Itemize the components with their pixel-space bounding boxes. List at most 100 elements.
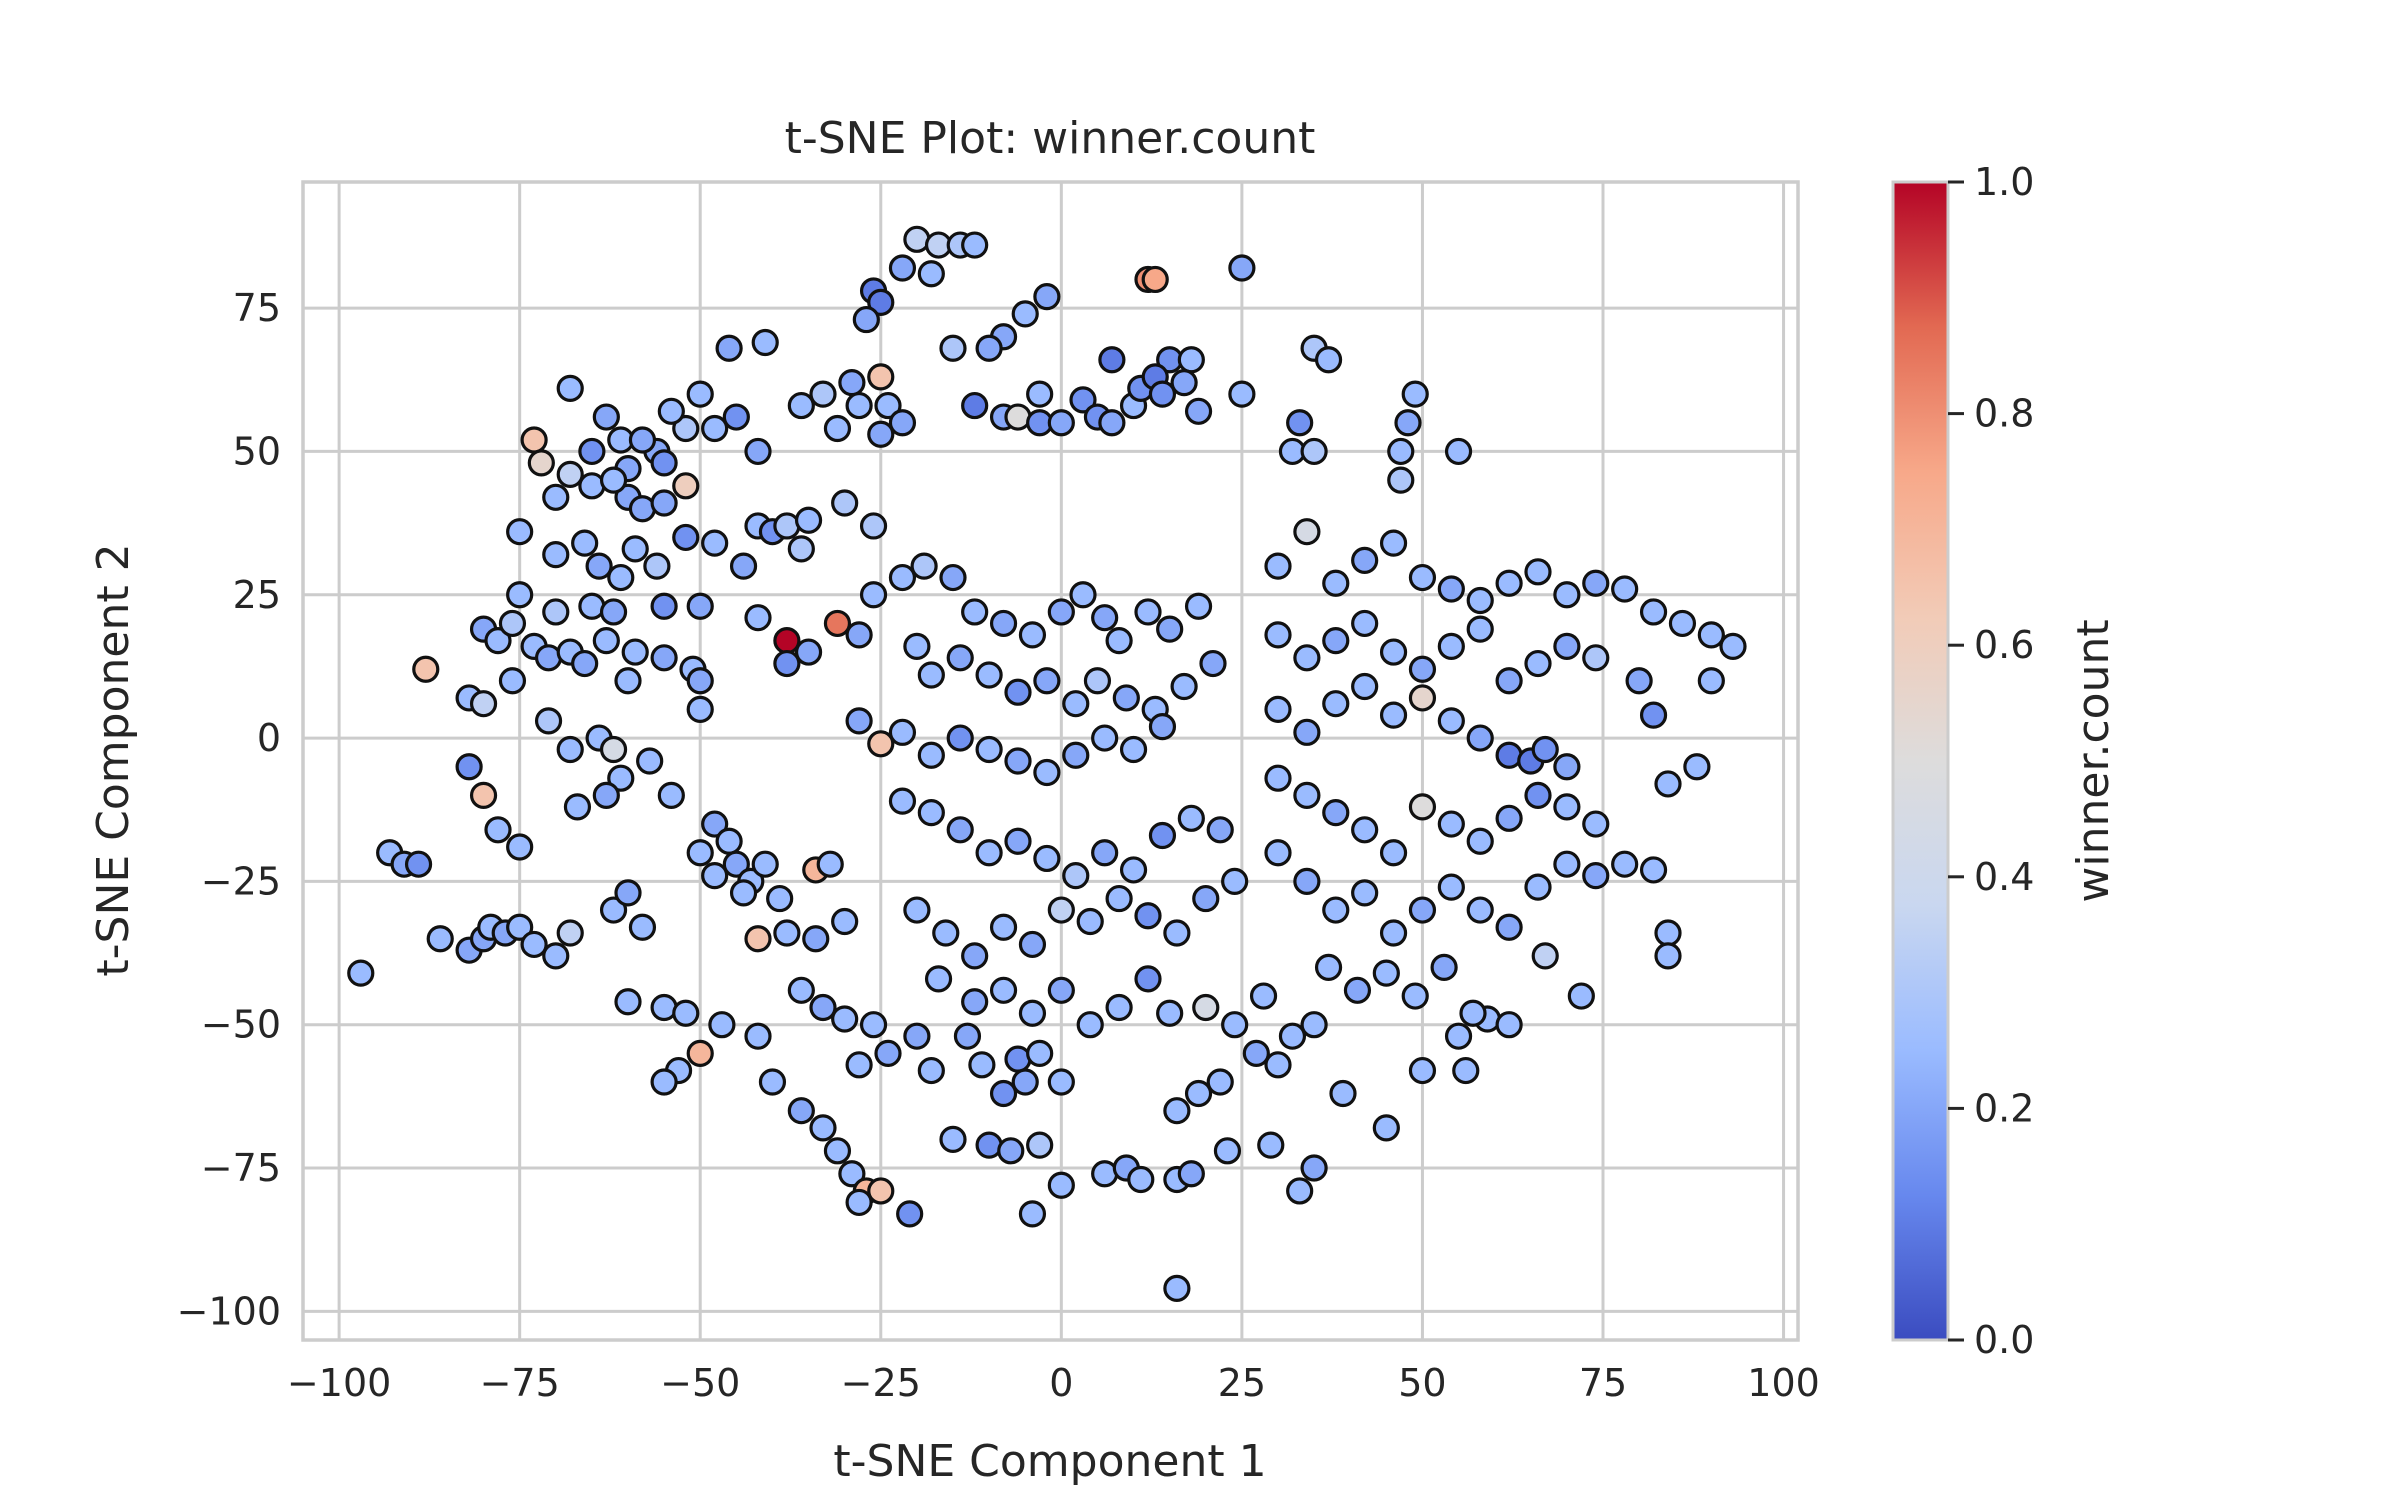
scatter-point	[1098, 346, 1126, 374]
scatter-point	[1379, 919, 1408, 947]
x-tick-label: −75	[480, 1361, 560, 1405]
scatter-point	[946, 816, 974, 844]
scatter-point	[1611, 575, 1639, 603]
scatter-point	[1293, 718, 1321, 746]
scatter-point	[845, 1188, 873, 1217]
scatter-point	[1221, 867, 1249, 895]
scatter-point	[787, 1097, 815, 1125]
scatter-point	[1437, 575, 1465, 603]
scatter-point	[1156, 615, 1184, 643]
scatter-point	[686, 839, 714, 867]
scatter-point	[1314, 346, 1343, 374]
scatter-point	[1437, 810, 1465, 838]
scatter-point	[867, 1177, 895, 1205]
scatter-point	[1047, 976, 1075, 1004]
scatter-point	[1401, 380, 1429, 408]
scatter-point	[708, 1011, 736, 1039]
scatter-point	[542, 598, 570, 626]
x-tick-label: 100	[1747, 1361, 1820, 1405]
scatter-point	[1379, 529, 1408, 557]
scatter-point	[1408, 1056, 1437, 1085]
scatter-point	[1018, 999, 1047, 1027]
scatter-point	[1495, 804, 1523, 832]
scatter-point	[975, 334, 1003, 362]
x-tick-label: 75	[1579, 1361, 1627, 1405]
scatter-point	[599, 735, 628, 764]
scatter-point	[939, 334, 967, 362]
scatter-point	[1654, 919, 1682, 947]
x-tick-labels: −100 −75 −50 −25 0 25 50 75 100	[287, 1361, 1820, 1405]
scatter-point	[939, 1125, 967, 1153]
scatter-point	[1495, 913, 1523, 941]
scatter-point	[1228, 254, 1256, 282]
scatter-point	[650, 1068, 678, 1096]
scatter-point	[1026, 1131, 1054, 1159]
scatter-point	[585, 552, 613, 580]
scatter-point	[1033, 667, 1061, 695]
scatter-point	[888, 563, 917, 592]
scatter-point	[621, 535, 649, 563]
scatter-point	[729, 552, 758, 580]
scatter-point	[1134, 598, 1162, 626]
scatter-point	[766, 884, 794, 913]
scatter-point	[1524, 558, 1552, 586]
scatter-point	[1553, 753, 1581, 781]
scatter-point	[1466, 827, 1494, 855]
scatter-point	[1047, 1171, 1075, 1199]
scatter-point	[1495, 1011, 1523, 1039]
scatter-point	[1119, 856, 1148, 884]
scatter-point	[989, 609, 1018, 638]
scatter-point	[657, 397, 685, 425]
scatter-point	[455, 753, 483, 781]
scatter-point	[1091, 839, 1119, 867]
colorbar-tick-label: 0.0	[1974, 1318, 2034, 1362]
scatter-point	[672, 523, 700, 552]
scatter-point	[1163, 1274, 1191, 1303]
scatter-point	[498, 609, 527, 638]
scatter-point	[989, 913, 1018, 941]
scatter-point	[506, 518, 534, 546]
scatter-point	[1011, 300, 1039, 328]
scatter-point	[1170, 672, 1198, 701]
scatter-point	[1264, 764, 1292, 792]
scatter-point	[592, 403, 620, 431]
scatter-point	[831, 1005, 859, 1033]
scatter-point	[556, 735, 584, 764]
scatter-point	[809, 380, 837, 408]
scatter-point	[1394, 409, 1422, 437]
y-tick-label: −100	[177, 1289, 281, 1333]
scatter-point	[1293, 518, 1321, 546]
colorbar-tick-label: 0.2	[1974, 1086, 2034, 1130]
scatter-point	[1119, 735, 1148, 764]
scatter-point	[506, 913, 534, 941]
scatter-point	[1343, 976, 1372, 1004]
scatter-point	[686, 695, 714, 724]
scatter-point	[1192, 993, 1220, 1022]
plot-frame	[301, 180, 1800, 1342]
scatter-point	[498, 667, 527, 695]
scatter-point	[1582, 862, 1610, 890]
y-tick-label: −75	[201, 1146, 281, 1190]
scatter-point	[621, 638, 649, 666]
scatter-point	[1018, 930, 1047, 959]
scatter-point	[701, 414, 729, 443]
scatter-point	[1719, 632, 1747, 660]
scatter-point	[845, 391, 873, 420]
scatter-point	[1408, 684, 1437, 712]
scatter-point	[802, 925, 830, 953]
scatter-point	[1293, 781, 1321, 809]
scatter-point	[1437, 873, 1465, 901]
scatter-point	[701, 862, 729, 890]
scatter-point	[744, 437, 772, 466]
scatter-point	[1668, 609, 1697, 638]
scatter-point	[650, 489, 678, 517]
scatter-point	[809, 993, 837, 1022]
scatter-point	[831, 907, 859, 936]
scatter-point	[1379, 701, 1408, 729]
scatter-point	[715, 334, 743, 362]
scatter-point	[1033, 758, 1061, 787]
scatter-point	[1076, 1011, 1104, 1039]
scatter-point	[1156, 999, 1184, 1027]
scatter-point	[404, 850, 433, 878]
scatter-point	[1351, 672, 1379, 701]
